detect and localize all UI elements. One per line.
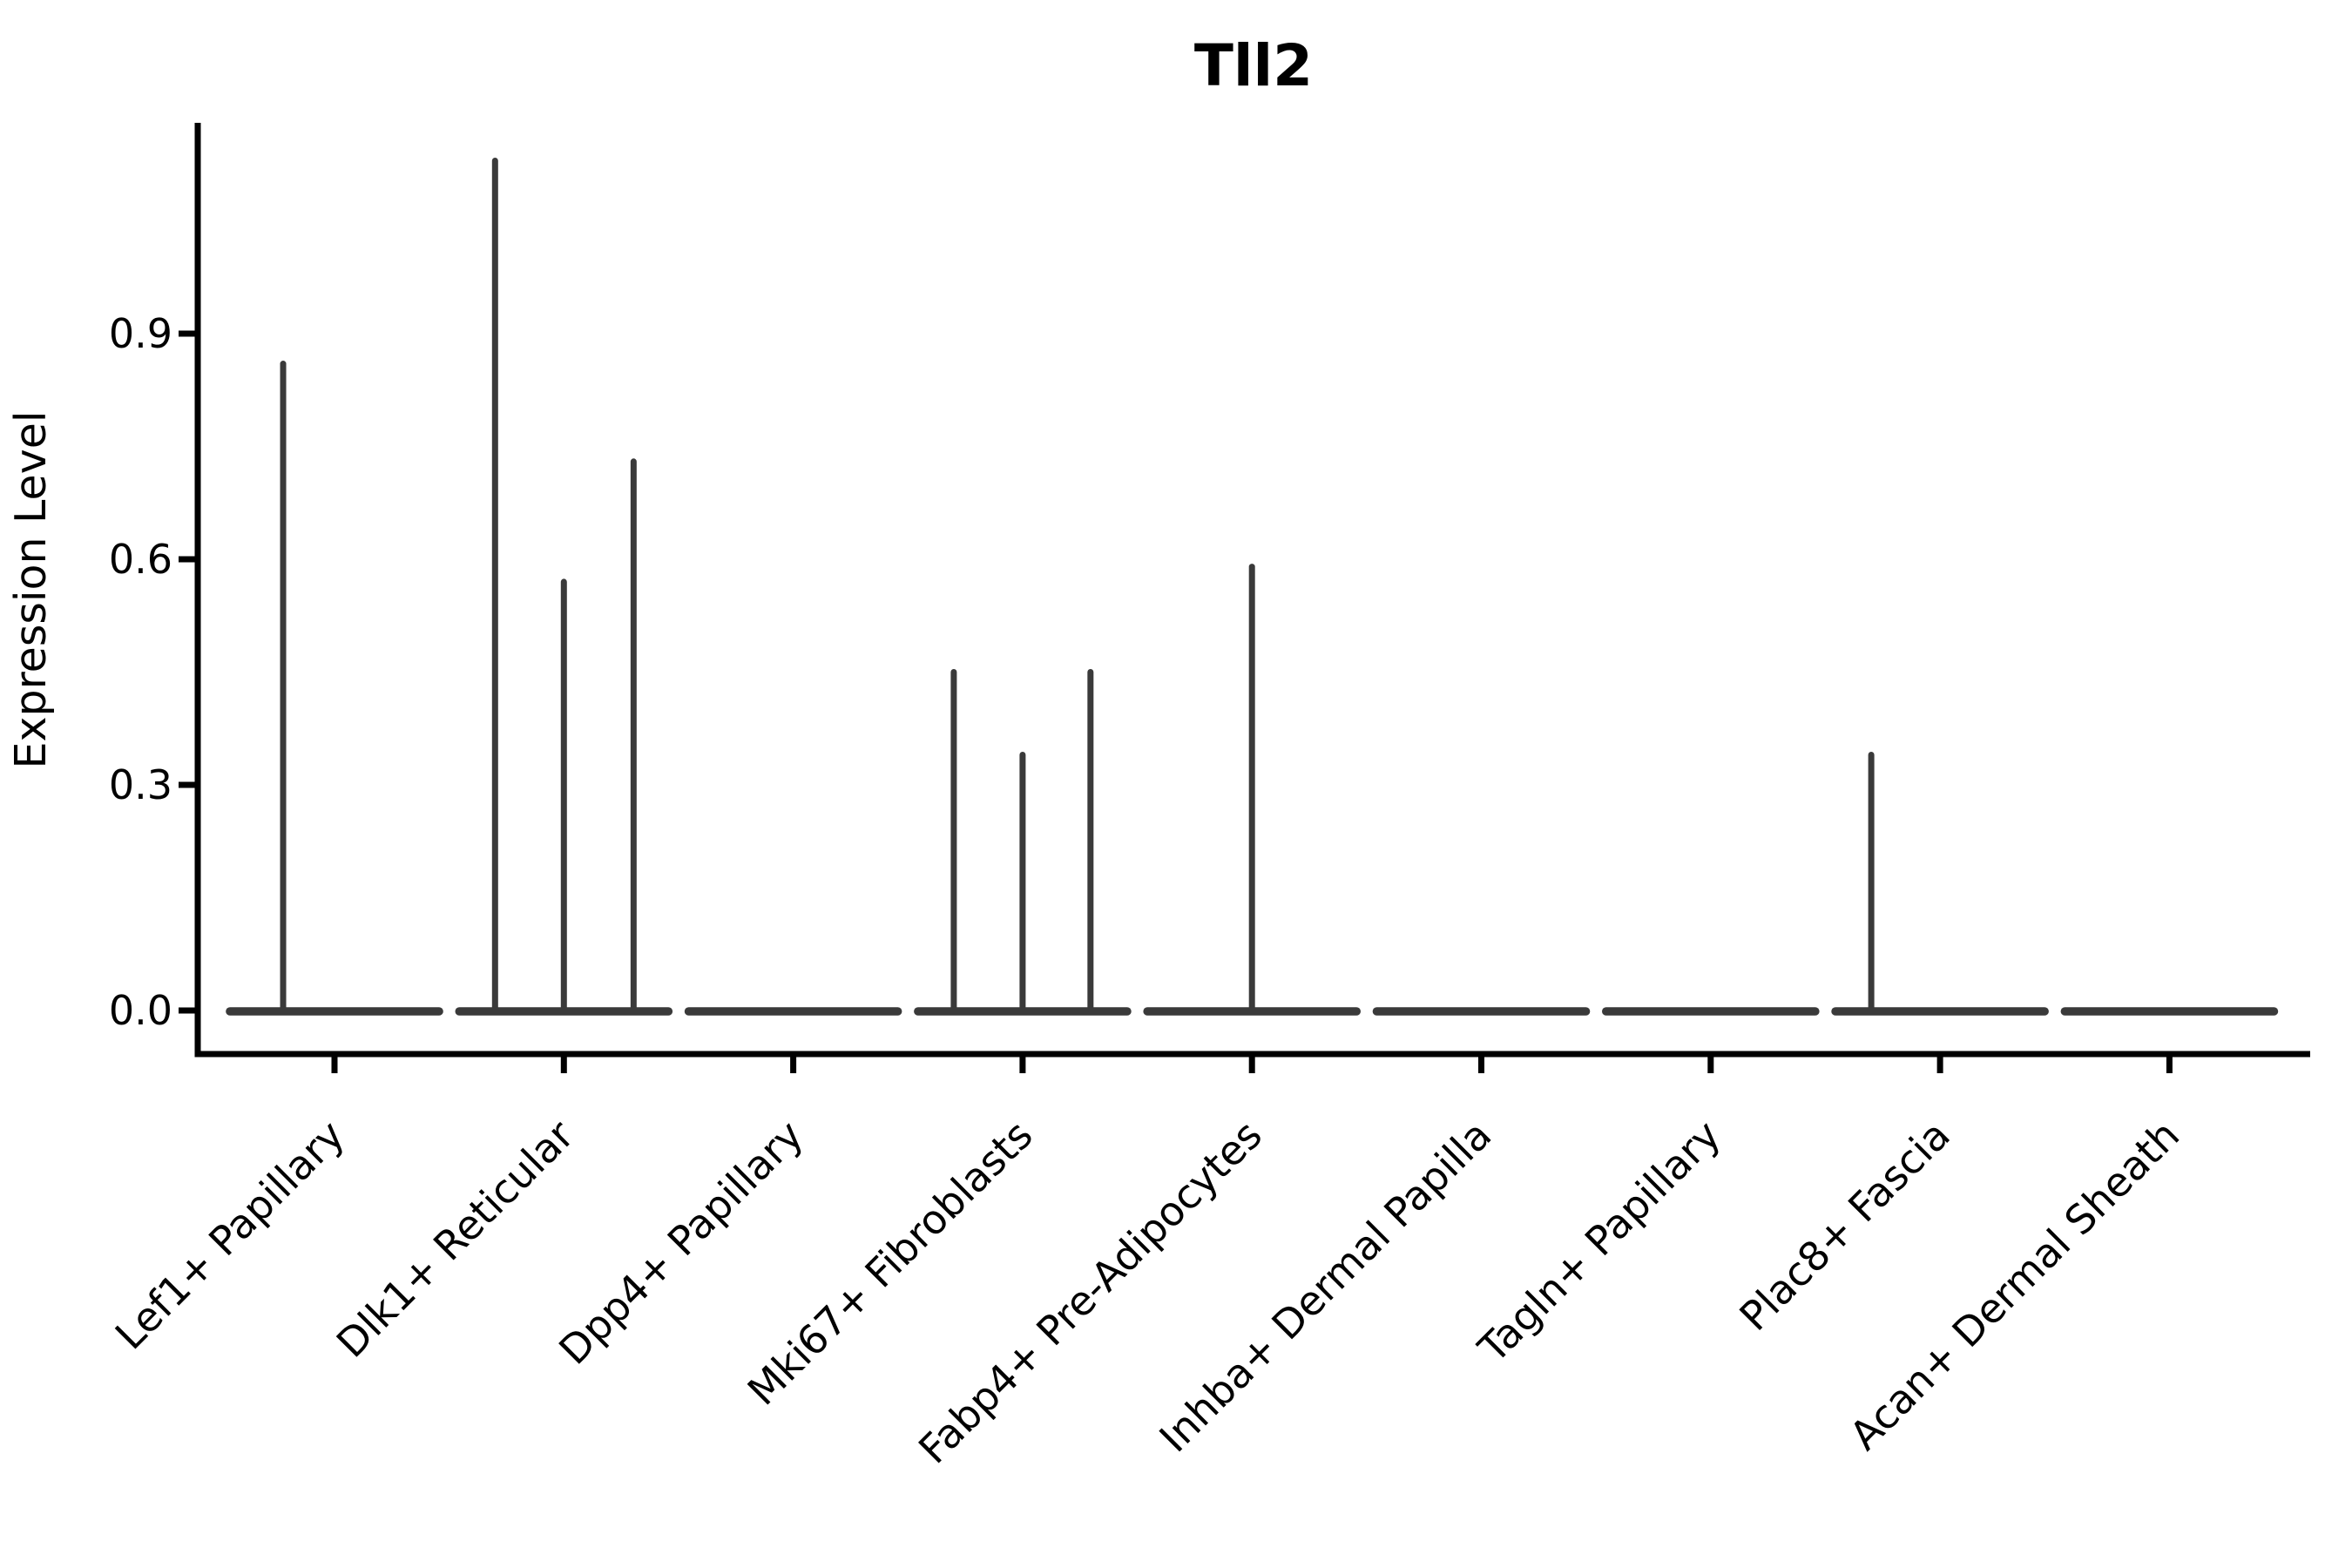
- x-tick-label: Plac8+ Fascia: [1730, 1112, 1958, 1340]
- y-tick-label: 0.6: [109, 536, 172, 583]
- chart-title: Tll2: [1194, 32, 1313, 99]
- x-tick-label: Dlk1+ Reticular: [328, 1112, 583, 1367]
- y-tick-label: 0.9: [109, 310, 172, 357]
- x-tick-label: Dpp4+ Papillary: [550, 1112, 812, 1374]
- y-axis-label: Expression Level: [6, 411, 56, 769]
- y-tick-label: 0.0: [109, 987, 172, 1034]
- x-tick-label: Lef1+ Papillary: [106, 1112, 354, 1359]
- violins-layer: [226, 157, 2279, 1016]
- y-tick-label: 0.3: [109, 761, 172, 808]
- x-tick-label: Tagln+ Papillary: [1469, 1112, 1730, 1373]
